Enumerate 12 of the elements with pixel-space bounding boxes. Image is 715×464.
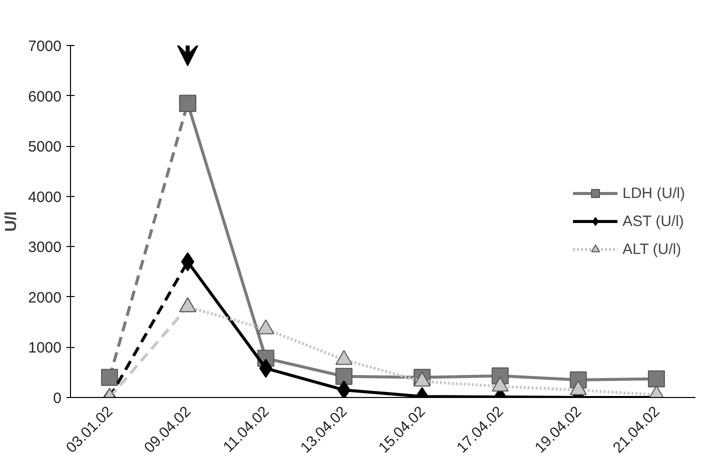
y-tick-label: 2000 <box>28 289 62 306</box>
y-tick-label: 4000 <box>28 188 62 206</box>
y-tick-label: 6000 <box>28 88 62 106</box>
legend-label: AST (U/l) <box>622 212 684 230</box>
y-axis-title: U/l <box>3 211 20 232</box>
y-tick-label: 1000 <box>28 340 62 357</box>
y-tick-label: 0 <box>53 390 62 407</box>
y-tick-label: 3000 <box>28 239 62 256</box>
legend-label: ALT (U/l) <box>622 240 682 258</box>
y-tick-label: 5000 <box>28 138 62 156</box>
legend-label: LDH (U/l) <box>622 184 685 202</box>
y-tick-label: 7000 <box>28 38 62 55</box>
